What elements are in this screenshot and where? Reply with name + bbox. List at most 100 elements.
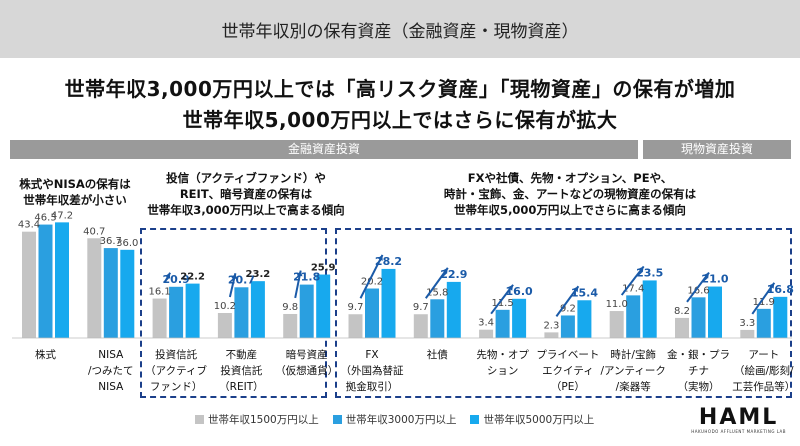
legend-label: 世帯年収3000万円以上 (345, 414, 457, 426)
bar (250, 281, 265, 338)
category-label: /アンティーク (600, 365, 666, 377)
category-label: 株式 (35, 348, 56, 361)
category-label: （外国為替証 (341, 364, 404, 377)
note-funds: 投信（アクティブファンド）や REIT、暗号資産の保有は 世帯年収3,000万円… (142, 170, 350, 218)
category-label: エクイティ (542, 365, 594, 377)
data-label: 8.2 (674, 306, 690, 317)
category-label: 金・銀・プラ (667, 348, 730, 361)
category-label: （PE） (551, 381, 585, 393)
bar (185, 283, 200, 338)
bar (773, 296, 788, 338)
bar (87, 238, 102, 338)
bar (381, 268, 396, 338)
note-stocks-line: 株式やNISAの保有は (19, 177, 131, 191)
trend-arrow-head (768, 282, 775, 289)
note-stocks-line: 世帯年収差が小さい (23, 193, 127, 207)
category-label: ション (487, 365, 519, 377)
trend-arrow-head (165, 272, 171, 279)
category-label: 時計/宝飾 (610, 348, 656, 361)
data-label: 16.1 (148, 287, 170, 298)
bar (512, 298, 527, 338)
trend-arrow-line (424, 267, 449, 299)
category-label: 不動産 (226, 348, 258, 361)
category-label: NISA (98, 381, 124, 393)
data-label: 3.4 (478, 318, 494, 329)
data-label: 11.5 (491, 298, 513, 309)
category-label: 先物・オプ (476, 348, 529, 361)
note-physical-line: 時計・宝飾、金、アートなどの現物資産の保有は (443, 187, 697, 201)
trend-arrow-line (686, 271, 710, 303)
trend-arrow-head (296, 270, 303, 277)
trend-arrow-line (751, 282, 776, 315)
trend-arrow-head (507, 284, 514, 291)
data-label: 36.0 (116, 238, 138, 249)
bar (430, 299, 445, 338)
note-physical: FXや社債、先物・オプション、PEや、 時計・宝飾、金、アートなどの現物資産の保… (360, 170, 780, 218)
data-label: 40.7 (83, 226, 105, 237)
bar (708, 286, 722, 338)
trend-arrow-head (442, 267, 448, 274)
trend-arrow-head (572, 286, 579, 293)
legend-item-1500: 世帯年収1500万円以上 (195, 412, 319, 427)
bar (626, 295, 641, 338)
trend-arrow-head (703, 272, 709, 279)
haml-logo: HAML HAKUHODO AFFLUENT MARKETING LAB (691, 407, 786, 435)
data-label: 46.3 (34, 213, 56, 224)
legend-swatch (332, 415, 342, 424)
headline-line2: 世帯年収5,000万円以上ではさらに保有が拡大 (182, 108, 618, 132)
legend-swatch (195, 415, 204, 424)
bar (675, 317, 689, 338)
category-label: /つみたて (88, 365, 134, 377)
headline-line1: 世帯年収3,000万円以上では「高リスク資産」「現物資産」の保有が増加 (64, 77, 736, 101)
data-label: 11.9 (753, 297, 775, 308)
category-label: FX (365, 349, 378, 361)
category-label: 拠金取引） (346, 380, 399, 393)
note-physical-line: FXや社債、先物・オプション、PEや、 (467, 171, 673, 185)
bar (217, 313, 232, 338)
bar (479, 329, 494, 338)
category-label: （絵画/彫刻/ (734, 364, 794, 377)
bar (609, 311, 624, 338)
bar (120, 249, 135, 338)
bar (560, 315, 575, 338)
legend-label: 世帯年収5000万円以上 (483, 414, 595, 426)
note-funds-line: REIT、暗号資産の保有は (179, 187, 313, 201)
trend-arrow-head (377, 254, 383, 261)
bar (544, 332, 559, 338)
category-label: 投資信託 (155, 348, 197, 361)
bar (103, 248, 118, 338)
legend: 世帯年収1500万円以上 世帯年収3000万円以上 世帯年収5000万円以上 (195, 412, 594, 427)
trend-arrow-head (638, 266, 644, 273)
category-label: プライベート (536, 349, 599, 361)
data-label: 22.2 (180, 272, 205, 283)
data-label: 11.0 (606, 299, 628, 310)
section-physical-label: 現物資産投資 (643, 140, 791, 159)
category-label: （仮想通貨） (275, 364, 338, 377)
data-label: 9.7 (348, 302, 364, 313)
data-label: 2.3 (543, 320, 559, 331)
trend-arrow-head (231, 273, 238, 280)
category-label: /楽器等 (616, 380, 652, 393)
section-financial-label: 金融資産投資 (10, 140, 638, 159)
bar (169, 286, 184, 338)
bar (495, 309, 510, 338)
data-label: 9.8 (282, 302, 298, 313)
bar (740, 329, 755, 338)
title-band: 世帯年収別の保有資産（金融資産・現物資産） (0, 0, 800, 58)
trend-arrow-line (620, 265, 645, 296)
note-funds-line: 投信（アクティブファンド）や (166, 171, 326, 185)
category-label: NISA (98, 349, 124, 361)
legend-label: 世帯年収1500万円以上 (208, 414, 319, 426)
data-label: 16.6 (687, 285, 709, 296)
bar (348, 314, 363, 338)
data-label: 25.9 (311, 263, 336, 274)
category-label: （実物） (678, 380, 720, 393)
category-label: 社債 (427, 348, 448, 361)
data-label: 10.2 (214, 301, 236, 312)
bar (22, 231, 36, 338)
bar (642, 280, 657, 338)
data-label: 36.7 (100, 236, 122, 247)
logo-subtext: HAKUHODO AFFLUENT MARKETING LAB (691, 429, 786, 434)
bar (577, 300, 592, 338)
